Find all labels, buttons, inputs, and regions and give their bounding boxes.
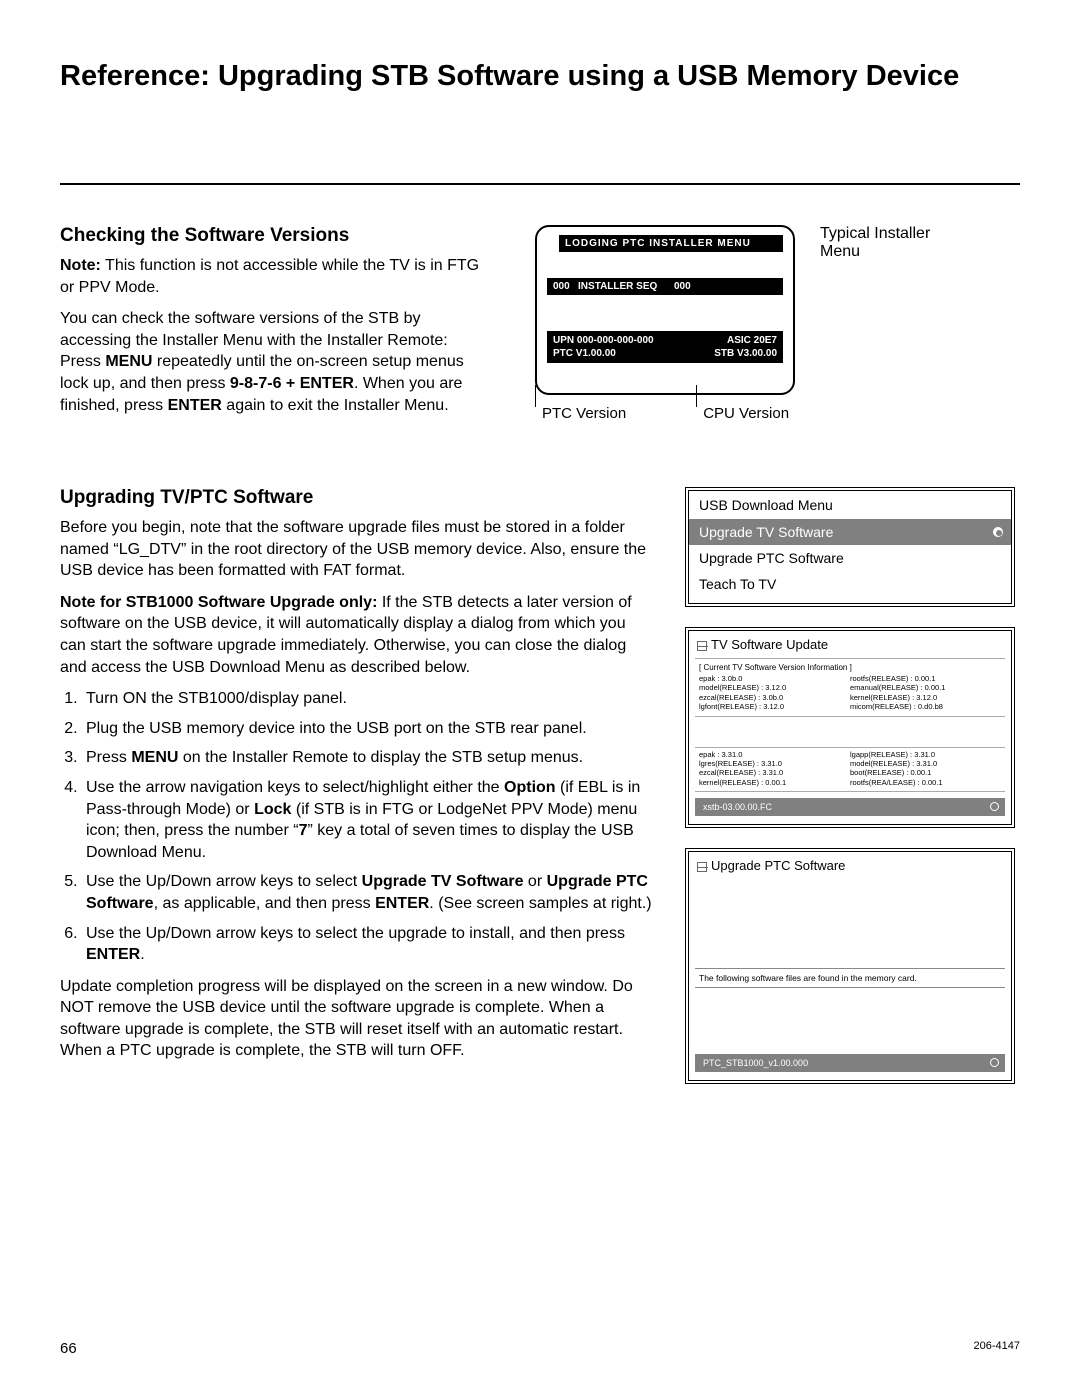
installer-footer: UPN 000-000-000-000ASIC 20E7 PTC V1.00.0…	[547, 331, 783, 363]
section-checking: Checking the Software Versions Note: Thi…	[60, 225, 1020, 427]
step-4: Use the arrow navigation keys to select/…	[82, 777, 655, 863]
ptc-update-title: Upgrade PTC Software	[689, 852, 1011, 879]
radio-icon	[993, 527, 1003, 537]
section1-note: Note: This function is not accessible wh…	[60, 255, 480, 298]
menu-item-upgrade-ptc[interactable]: Upgrade PTC Software	[689, 545, 1011, 571]
usb-download-menu: USB Download Menu Upgrade TV Software Up…	[685, 487, 1015, 607]
tv-update-title: TV Software Update	[689, 631, 1011, 658]
ptc-update-selection[interactable]: PTC_STB1000_v1.00.000	[695, 1054, 1005, 1072]
section2-p3: Update completion progress will be displ…	[60, 976, 655, 1062]
tv-update-selection[interactable]: xstb-03.00.00.FC	[695, 798, 1005, 816]
step-2: Plug the USB memory device into the USB …	[82, 718, 655, 740]
note-text: This function is not accessible while th…	[60, 257, 479, 296]
step-6: Use the Up/Down arrow keys to select the…	[82, 923, 655, 966]
radio-icon	[990, 1058, 999, 1067]
installer-menu-header: LODGING PTC INSTALLER MENU	[559, 235, 783, 252]
page: Reference: Upgrading STB Software using …	[0, 0, 1080, 1397]
figure-side-label: Typical Installer Menu	[820, 225, 940, 427]
menu-item-upgrade-tv[interactable]: Upgrade TV Software	[689, 519, 1011, 545]
section-upgrading: Upgrading TV/PTC Software Before you beg…	[60, 487, 1020, 1084]
menu-item-teach-tv[interactable]: Teach To TV	[689, 571, 1011, 597]
cpu-version-label: CPU Version	[703, 405, 789, 422]
new-versions: epak : 3.31.0 lgres(RELEASE) : 3.31.0 ez…	[695, 747, 1005, 793]
step-5: Use the Up/Down arrow keys to select Upg…	[82, 871, 655, 914]
note-label: Note:	[60, 257, 101, 274]
page-footer: 66 206-4147	[60, 1340, 1020, 1357]
section1-para: You can check the software versions of t…	[60, 308, 480, 416]
upgrade-ptc-panel: Upgrade PTC Software The following softw…	[685, 848, 1015, 1084]
page-number: 66	[60, 1340, 77, 1357]
installer-seq-row: 000 INSTALLER SEQ 000	[547, 278, 783, 295]
radio-icon	[990, 802, 999, 811]
page-title: Reference: Upgrading STB Software using …	[60, 60, 1020, 93]
usb-menu-title: USB Download Menu	[689, 491, 1011, 519]
installer-menu-figure: LODGING PTC INSTALLER MENU 000 INSTALLER…	[535, 225, 795, 395]
tv-software-update-panel: TV Software Update [ Current TV Software…	[685, 627, 1015, 828]
ptc-version-label: PTC Version	[542, 405, 626, 422]
section2-heading: Upgrading TV/PTC Software	[60, 487, 655, 509]
ptc-message: The following software files are found i…	[695, 969, 1005, 988]
step-1: Turn ON the STB1000/display panel.	[82, 688, 655, 710]
panel-icon	[697, 641, 707, 651]
section1-heading: Checking the Software Versions	[60, 225, 480, 247]
section2-p2: Note for STB1000 Software Upgrade only: …	[60, 592, 655, 678]
section2-p1: Before you begin, note that the software…	[60, 517, 655, 582]
steps-list: Turn ON the STB1000/display panel. Plug …	[60, 688, 655, 966]
divider	[60, 183, 1020, 185]
doc-id: 206-4147	[974, 1340, 1021, 1357]
current-versions: [ Current TV Software Version Informatio…	[695, 658, 1005, 717]
step-3: Press MENU on the Installer Remote to di…	[82, 747, 655, 769]
version-labels: PTC Version CPU Version	[510, 405, 820, 427]
panel-icon	[697, 862, 707, 872]
